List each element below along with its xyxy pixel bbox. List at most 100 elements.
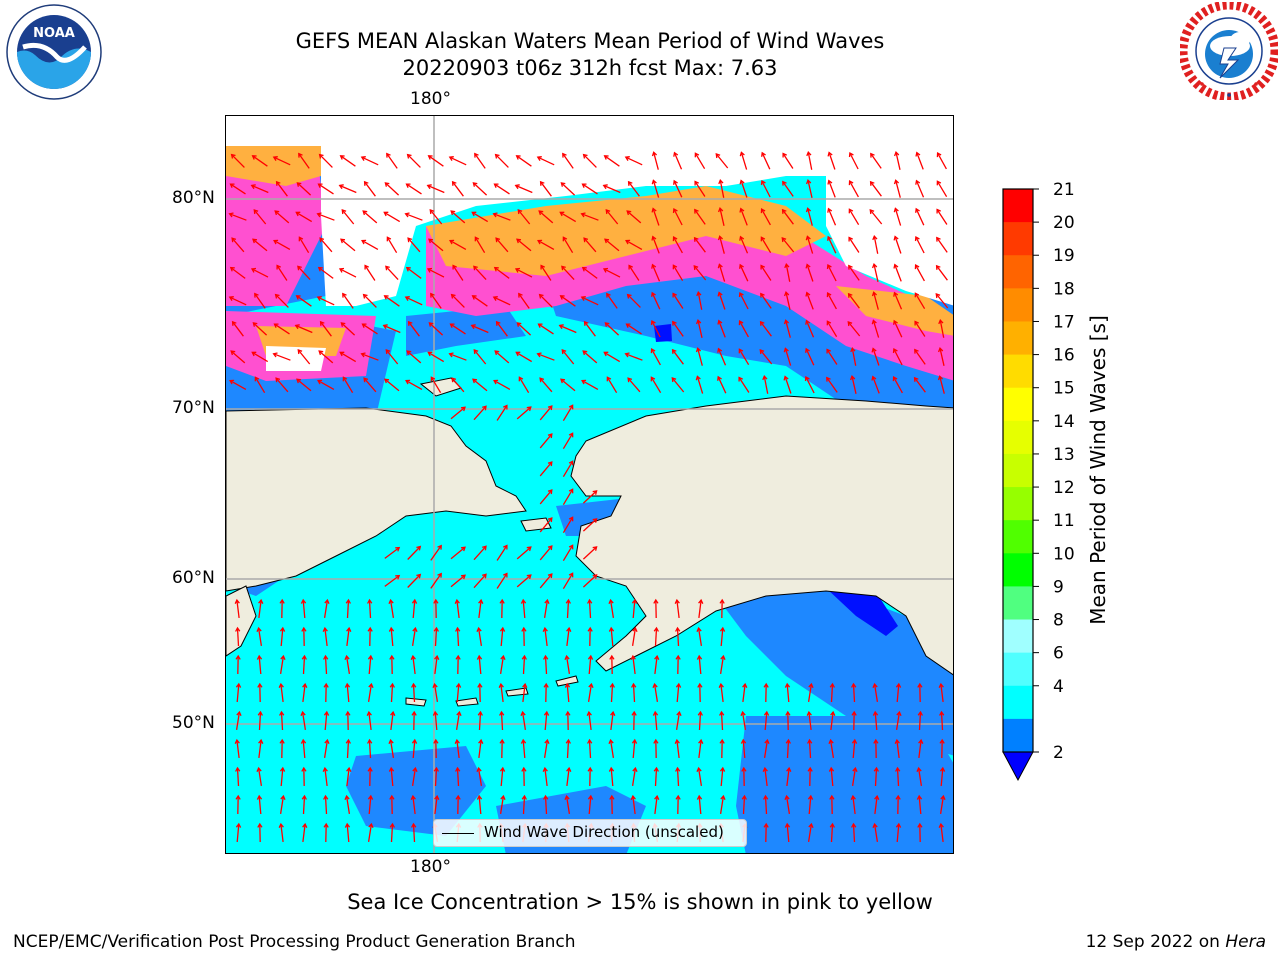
wave-arrow-head [272,352,278,358]
wave-arrow-shaft [852,683,856,703]
wave-arrow-shaft [632,739,636,759]
wave-arrow-head [338,184,344,190]
wave-arrow-head [760,236,766,242]
wave-arrow-head [344,682,351,688]
wave-arrow-shaft [339,351,357,363]
wave-arrow-head [938,319,944,325]
wave-arrow-head [759,349,765,355]
wave-arrow-shaft [719,180,725,198]
wave-arrow-head [604,238,610,244]
noaa-logo: NOAA [6,4,102,100]
wave-arrow-head [785,738,791,744]
wave-arrow-head [536,352,542,358]
wave-arrow-head [653,598,659,604]
wave-arrow-shaft [830,712,834,730]
wave-arrow-shaft [935,293,949,309]
wave-arrow-shaft [894,208,902,226]
wave-arrow-head [717,263,723,269]
wave-arrow-head [228,296,234,301]
wave-arrow-shaft [236,823,240,843]
wave-arrow-shaft [826,377,838,393]
wave-arrow-head [871,291,878,297]
wave-arrow-head [829,822,835,828]
wave-arrow-shaft [383,211,401,223]
wave-arrow-shaft [412,823,416,843]
colorbar-segment [1003,420,1033,455]
wave-arrow-head [367,794,374,800]
wave-arrow-shaft [384,182,400,196]
wave-arrow-head [806,151,812,157]
wave-arrow-shaft [562,236,574,254]
wave-arrow-head [565,598,571,604]
wave-arrow-shaft [427,268,445,278]
lon-label-bottom: 180° [410,857,451,877]
wave-arrow-head [518,292,523,298]
wave-arrow-shaft [806,264,814,282]
wave-arrow-head [388,738,394,745]
wave-arrow-shaft [324,655,328,675]
wave-arrow-shaft [383,324,401,334]
wave-arrow-shaft [450,210,466,224]
wave-arrow-shaft [427,351,445,363]
wave-arrow-head [893,319,898,325]
wave-arrow-head [783,291,790,297]
wave-arrow-head [404,296,410,301]
wave-arrow-shaft [433,683,439,703]
wave-arrow-shaft [631,627,637,647]
wave-arrow-head [362,293,368,299]
wave-arrow-shaft [477,627,483,647]
wave-arrow-shaft [760,293,772,309]
wave-arrow-shaft [562,488,574,506]
wave-arrow-shaft [297,265,311,281]
wave-arrow-head [604,322,610,327]
wave-arrow-head [498,682,504,688]
wave-arrow-shaft [500,711,504,731]
wave-arrow-shaft [719,795,725,815]
wave-arrow-shaft [694,181,706,197]
wave-arrow-head [251,155,257,160]
wave-arrow-shaft [626,210,642,224]
wave-arrow-shaft [384,378,400,392]
wave-arrow-head [389,794,395,800]
wave-arrow-head [338,267,345,273]
wave-arrow-head [390,710,396,716]
wave-arrow-shaft [739,320,749,338]
wave-arrow-head [564,654,570,661]
wave-arrow-head [360,352,366,358]
wave-arrow-head [674,598,680,604]
wave-arrow-shaft [609,599,615,619]
wave-arrow-shaft [566,628,570,646]
wave-arrow-shaft [869,209,883,225]
wave-arrow-head [717,319,723,325]
wave-arrow-shaft [406,350,422,364]
map-panel: Wind Wave Direction (unscaled) [225,115,954,854]
wave-arrow-shaft [473,265,487,281]
wave-arrow-head [455,626,461,632]
wave-arrow-shaft [562,404,574,422]
wave-arrow-head [384,378,390,384]
wave-arrow-head [367,598,373,604]
wave-arrow-head [849,375,856,381]
wave-arrow-head [826,376,831,382]
wave-arrow-shaft [473,405,487,421]
wave-arrow-head [871,375,877,381]
wave-arrow-head [827,207,833,213]
wave-arrow-shaft [471,211,489,223]
wave-arrow-shaft [673,208,683,226]
wave-arrow-shaft [472,295,488,307]
wave-arrow-shaft [676,683,680,703]
wave-arrow-head [251,351,257,357]
wave-arrow-shaft [565,795,571,815]
wave-arrow-head [386,152,391,158]
wave-arrow-head [253,209,259,215]
wave-arrow-head [297,265,302,271]
wave-arrow-shaft [694,152,706,170]
wave-arrow-shaft [782,153,794,169]
wave-arrow-shaft [230,350,246,364]
wave-arrow-head [367,738,373,744]
wave-arrow-head [602,267,609,273]
wave-arrow-shaft [603,351,621,363]
wave-arrow-shaft [760,321,772,337]
wave-arrow-shaft [253,209,267,225]
wave-arrow-head [493,183,499,188]
